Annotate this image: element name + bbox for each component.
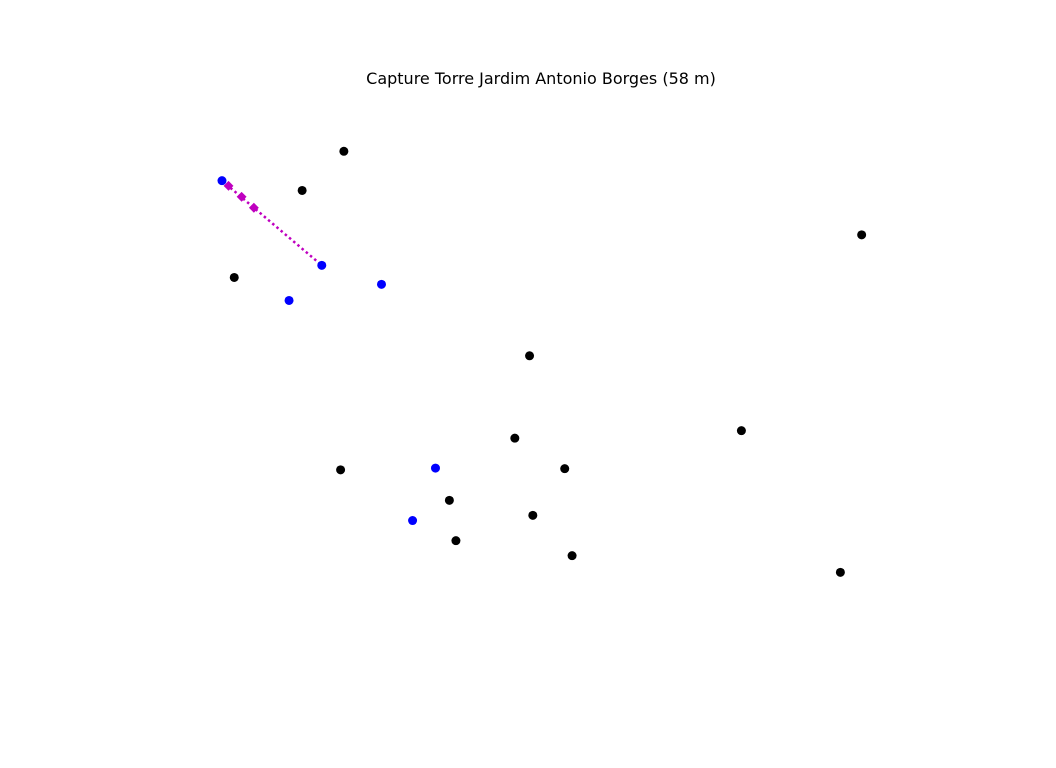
series-1-point-0 [217,176,227,186]
series-0-point-3 [229,272,239,282]
series-0-point-11 [451,536,461,546]
series-0-point-6 [736,426,746,436]
series-2-point-0 [223,180,234,191]
series-2-point-1 [236,191,247,202]
series-0-point-9 [444,495,454,505]
series-0-point-13 [835,567,845,577]
series-0-point-4 [525,351,535,361]
series-1-point-5 [408,516,418,526]
series-1-point-2 [376,279,386,289]
chart-title: Capture Torre Jardim Antonio Borges (58 … [366,69,716,88]
series-0-point-2 [857,230,867,240]
series-0-point-8 [560,464,570,474]
series-0-point-10 [528,510,538,520]
series-0-point-0 [339,146,349,156]
series-0-point-1 [297,185,307,195]
series-2-line [221,179,323,267]
series-0-point-5 [336,465,346,475]
plot-area [217,146,867,577]
series-1-point-1 [317,260,327,270]
series-0-point-12 [567,551,577,561]
series-1-point-3 [284,295,294,305]
series-2-point-2 [248,202,259,213]
series-0-point-7 [510,433,520,443]
series-1-point-4 [430,463,440,473]
